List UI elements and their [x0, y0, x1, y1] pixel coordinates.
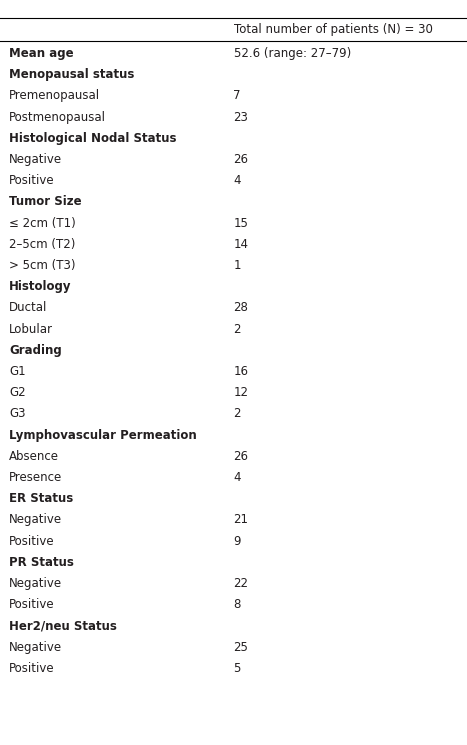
Text: 21: 21 — [234, 513, 248, 527]
Text: Positive: Positive — [9, 598, 55, 611]
Text: Her2/neu Status: Her2/neu Status — [9, 619, 117, 633]
Text: 15: 15 — [234, 217, 248, 229]
Text: 12: 12 — [234, 386, 248, 399]
Text: 26: 26 — [234, 153, 248, 166]
Text: Postmenopausal: Postmenopausal — [9, 110, 106, 124]
Text: 22: 22 — [234, 577, 248, 590]
Text: Histological Nodal Status: Histological Nodal Status — [9, 132, 177, 145]
Text: Positive: Positive — [9, 662, 55, 675]
Text: ≤ 2cm (T1): ≤ 2cm (T1) — [9, 217, 76, 229]
Text: Total number of patients (N) = 30: Total number of patients (N) = 30 — [234, 23, 432, 36]
Text: Negative: Negative — [9, 153, 63, 166]
Text: 8: 8 — [234, 598, 241, 611]
Text: 2–5cm (T2): 2–5cm (T2) — [9, 238, 76, 251]
Text: G3: G3 — [9, 408, 26, 420]
Text: Menopausal status: Menopausal status — [9, 69, 134, 81]
Text: Positive: Positive — [9, 174, 55, 187]
Text: 1: 1 — [234, 259, 241, 272]
Text: 14: 14 — [234, 238, 248, 251]
Text: PR Status: PR Status — [9, 556, 74, 568]
Text: Negative: Negative — [9, 641, 63, 653]
Text: Mean age: Mean age — [9, 47, 74, 60]
Text: 26: 26 — [234, 450, 248, 463]
Text: Premenopausal: Premenopausal — [9, 89, 100, 102]
Text: Negative: Negative — [9, 513, 63, 527]
Text: Negative: Negative — [9, 577, 63, 590]
Text: 28: 28 — [234, 302, 248, 314]
Text: Absence: Absence — [9, 450, 59, 463]
Text: 2: 2 — [234, 323, 241, 335]
Text: Presence: Presence — [9, 471, 63, 484]
Text: 16: 16 — [234, 365, 248, 378]
Text: 52.6 (range: 27–79): 52.6 (range: 27–79) — [234, 47, 351, 60]
Text: Lymphovascular Permeation: Lymphovascular Permeation — [9, 428, 197, 442]
Text: G1: G1 — [9, 365, 26, 378]
Text: ER Status: ER Status — [9, 492, 74, 505]
Text: Ductal: Ductal — [9, 302, 48, 314]
Text: 7: 7 — [234, 89, 241, 102]
Text: Positive: Positive — [9, 535, 55, 548]
Text: 25: 25 — [234, 641, 248, 653]
Text: Tumor Size: Tumor Size — [9, 195, 82, 209]
Text: 4: 4 — [234, 174, 241, 187]
Text: Grading: Grading — [9, 343, 62, 357]
Text: 2: 2 — [234, 408, 241, 420]
Text: 23: 23 — [234, 110, 248, 124]
Text: G2: G2 — [9, 386, 26, 399]
Text: 9: 9 — [234, 535, 241, 548]
Text: 4: 4 — [234, 471, 241, 484]
Text: Lobular: Lobular — [9, 323, 53, 335]
Text: > 5cm (T3): > 5cm (T3) — [9, 259, 76, 272]
Text: 5: 5 — [234, 662, 241, 675]
Text: Histology: Histology — [9, 280, 72, 294]
